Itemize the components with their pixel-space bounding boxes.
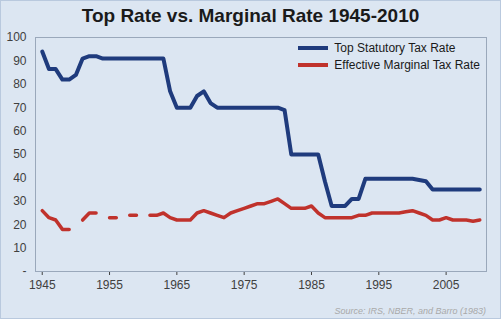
svg-text:90: 90 [13, 54, 27, 68]
svg-text:50: 50 [13, 147, 27, 161]
html-text:Top Rate vs. Marginal Rate 194: Top Rate vs. Marginal Rate 1945-2010 [81, 5, 420, 26]
svg-text:80: 80 [13, 77, 27, 91]
svg-text:1955: 1955 [96, 278, 123, 292]
html-text:Top Statutory Tax Rate: Top Statutory Tax Rate [334, 40, 456, 55]
svg-text:100: 100 [6, 31, 26, 44]
svg-text:70: 70 [13, 101, 27, 115]
svg-text:1985: 1985 [298, 278, 325, 292]
svg-text:2005: 2005 [433, 278, 460, 292]
svg-text:40: 40 [13, 171, 27, 185]
svg-text:60: 60 [13, 124, 27, 138]
svg-text:20: 20 [13, 218, 27, 232]
svg-text:10: 10 [13, 241, 27, 255]
svg-text:1945: 1945 [29, 278, 56, 292]
svg-text:1995: 1995 [365, 278, 392, 292]
svg-text:30: 30 [13, 194, 27, 208]
svg-text:1965: 1965 [164, 278, 191, 292]
html-text:Source: IRS, NBER, and Barro (: Source: IRS, NBER, and Barro (1983) [334, 306, 486, 316]
svg-text:1975: 1975 [231, 278, 258, 292]
svg-text:-: - [23, 264, 27, 278]
html-text:Effective Marginal Tax Rate: Effective Marginal Tax Rate [334, 57, 480, 72]
